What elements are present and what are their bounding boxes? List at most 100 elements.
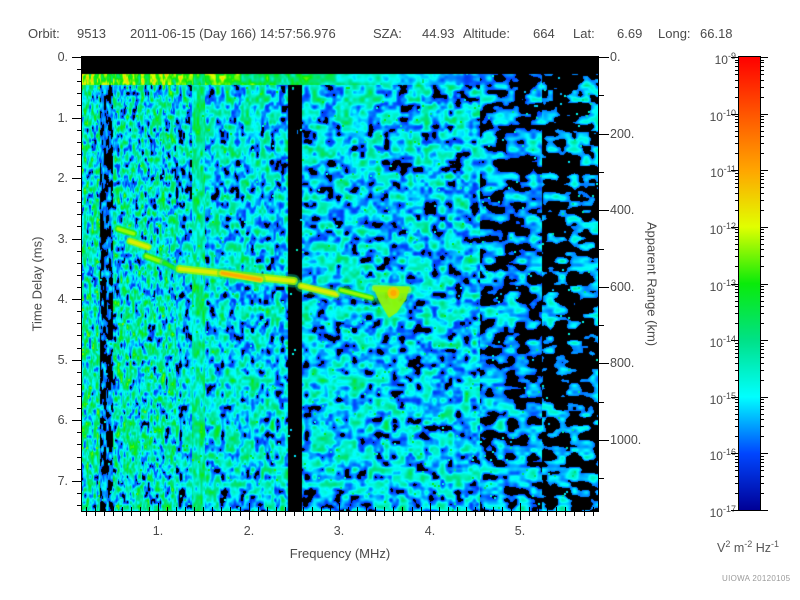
colorbar-major-tick-left <box>731 453 739 454</box>
colorbar-minor-tick-right <box>760 380 764 381</box>
altitude-label: Altitude: <box>463 26 510 41</box>
colorbar-minor-tick-right <box>760 183 764 184</box>
colorbar-minor-tick-left <box>735 122 739 123</box>
sza-value: 44.93 <box>422 26 455 41</box>
colorbar-minor-tick-left <box>735 80 739 81</box>
colorbar-minor-tick-right <box>760 286 764 287</box>
colorbar-minor-tick-right <box>760 483 764 484</box>
colorbar-minor-tick-left <box>735 179 739 180</box>
x-minor-tick-inner <box>203 507 204 511</box>
y-left-minor-tick <box>77 69 82 70</box>
x-minor-tick <box>538 512 539 516</box>
colorbar-minor-tick-left <box>735 66 739 67</box>
x-minor-tick <box>330 512 331 516</box>
y-right-tick-label: 200. <box>610 127 635 141</box>
y-left-major-tick <box>72 178 82 179</box>
y-left-minor-tick <box>77 263 82 264</box>
x-minor-tick-inner <box>484 507 485 511</box>
y-left-major-tick <box>72 360 82 361</box>
y-left-minor-tick <box>77 311 82 312</box>
colorbar-minor-tick-left <box>735 419 739 420</box>
colorbar-minor-tick-right <box>760 466 764 467</box>
colorbar-minor-tick-right <box>760 409 764 410</box>
y-left-tick-label: 4. <box>57 292 68 306</box>
x-minor-tick-inner <box>475 507 476 511</box>
x-minor-tick-inner <box>221 507 222 511</box>
colorbar-minor-tick-right <box>760 187 764 188</box>
colorbar-minor-tick-right <box>760 229 764 230</box>
x-minor-tick <box>375 512 376 516</box>
y-right-major-tick <box>599 440 609 441</box>
colorbar-minor-tick-right <box>760 119 764 120</box>
y-left-minor-tick <box>77 505 82 506</box>
colorbar-minor-tick-left <box>735 462 739 463</box>
x-major-tick-inner <box>249 503 250 511</box>
x-minor-tick <box>412 512 413 516</box>
y-left-tick-label: 0. <box>57 50 68 64</box>
x-minor-tick <box>285 512 286 516</box>
x-minor-tick <box>393 512 394 516</box>
y-left-major-tick <box>72 239 82 240</box>
colorbar-minor-tick-left <box>735 346 739 347</box>
y-left-major-tick <box>72 57 82 58</box>
y-right-minor-tick <box>599 325 604 326</box>
x-tick-label: 4. <box>424 524 436 538</box>
x-minor-tick <box>484 512 485 516</box>
colorbar-minor-tick-left <box>735 136 739 137</box>
colorbar-major-tick-right <box>760 227 768 228</box>
x-minor-tick <box>122 512 123 516</box>
x-major-tick <box>158 512 159 520</box>
colorbar-minor-tick-left <box>735 232 739 233</box>
x-minor-tick-inner <box>321 507 322 511</box>
y-left-major-tick <box>72 481 82 482</box>
x-tick-label: 3. <box>333 524 345 538</box>
colorbar-minor-tick-left <box>735 470 739 471</box>
x-minor-tick <box>194 512 195 516</box>
x-minor-tick <box>203 512 204 516</box>
colorbar-minor-tick-right <box>760 249 764 250</box>
colorbar-minor-tick-left <box>735 119 739 120</box>
colorbar-minor-tick-right <box>760 210 764 211</box>
x-minor-tick-inner <box>185 507 186 511</box>
colorbar-tick-label: 10-15 <box>709 391 736 407</box>
colorbar-minor-tick-right <box>760 200 764 201</box>
orbit-label: Orbit: <box>28 26 60 41</box>
x-minor-tick <box>366 512 367 516</box>
long-label: Long: <box>658 26 691 41</box>
y-right-minor-tick <box>599 95 604 96</box>
orbit-value: 9513 <box>77 26 106 41</box>
x-minor-tick <box>348 512 349 516</box>
colorbar-major-tick-left <box>731 227 739 228</box>
x-minor-tick-inner <box>493 507 494 511</box>
colorbar-minor-tick-left <box>735 153 739 154</box>
colorbar-minor-tick-left <box>735 353 739 354</box>
x-major-tick <box>430 512 431 520</box>
colorbar-minor-tick-left <box>735 266 739 267</box>
colorbar-major-tick-left <box>731 284 739 285</box>
colorbar-minor-tick-right <box>760 426 764 427</box>
colorbar-minor-tick-right <box>760 244 764 245</box>
x-minor-tick-inner <box>95 507 96 511</box>
x-minor-tick <box>95 512 96 516</box>
x-minor-tick-inner <box>176 507 177 511</box>
x-minor-tick-inner <box>502 507 503 511</box>
colorbar-minor-tick-right <box>760 122 764 123</box>
colorbar-minor-tick-right <box>760 236 764 237</box>
spectrogram-frame <box>81 56 599 512</box>
colorbar-minor-tick-right <box>760 323 764 324</box>
colorbar-minor-tick-left <box>735 292 739 293</box>
y-left-tick-label: 3. <box>57 232 68 246</box>
colorbar-minor-tick-right <box>760 296 764 297</box>
colorbar-minor-tick-right <box>760 80 764 81</box>
colorbar-minor-tick-right <box>760 116 764 117</box>
colorbar-minor-tick-left <box>735 229 739 230</box>
colorbar-major-tick-right <box>760 57 768 58</box>
colorbar-minor-tick-right <box>760 292 764 293</box>
colorbar-minor-tick-left <box>735 256 739 257</box>
x-minor-tick <box>167 512 168 516</box>
colorbar-tick-label: 10-13 <box>709 278 736 294</box>
colorbar-minor-tick-left <box>735 402 739 403</box>
colorbar-minor-tick-right <box>760 357 764 358</box>
x-minor-tick <box>113 512 114 516</box>
